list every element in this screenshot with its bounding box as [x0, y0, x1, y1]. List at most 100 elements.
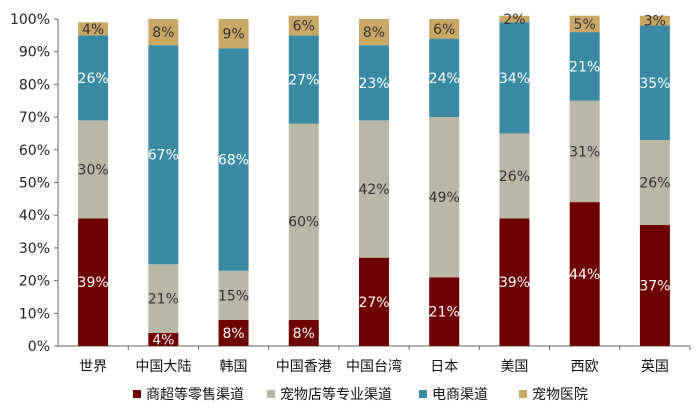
bar-segment — [148, 332, 179, 346]
bar-segment — [569, 32, 600, 101]
bar-segment — [78, 35, 109, 121]
bar-segment — [639, 225, 670, 346]
data-label: 26% — [78, 71, 109, 87]
legend-label: 商超等零售渠道 — [146, 386, 244, 403]
data-label: 4% — [152, 332, 174, 348]
x-tick-label: 西欧 — [571, 359, 599, 375]
data-label: 8% — [222, 326, 244, 342]
bar-segment — [148, 264, 179, 333]
y-tick-label: 60% — [19, 143, 50, 159]
bar-segment — [429, 277, 460, 346]
y-tick-label: 80% — [19, 77, 50, 93]
data-label: 21% — [569, 59, 600, 75]
data-label: 27% — [288, 72, 319, 88]
data-label: 21% — [429, 305, 460, 321]
legend-label: 电商渠道 — [432, 387, 488, 403]
bar-segment — [499, 218, 530, 346]
y-tick-label: 50% — [19, 176, 50, 192]
data-label: 44% — [569, 267, 600, 283]
bar-segment — [78, 218, 109, 346]
y-tick-label: 40% — [19, 208, 50, 224]
x-tick-label: 日本 — [430, 359, 458, 375]
data-label: 68% — [218, 153, 249, 169]
bar-segment — [148, 45, 179, 265]
data-label: 42% — [358, 182, 389, 198]
bar-segment — [359, 19, 389, 46]
x-tick-label: 中国香港 — [276, 359, 332, 375]
bar-segment — [569, 202, 600, 346]
data-label: 60% — [288, 215, 319, 231]
bar-segment — [288, 35, 319, 124]
bar-segment — [359, 45, 389, 121]
data-label: 15% — [218, 288, 249, 304]
y-tick-label: 70% — [19, 110, 50, 126]
x-tick-label: 中国大陆 — [135, 359, 191, 375]
data-label: 2% — [503, 12, 525, 28]
data-label: 49% — [429, 190, 460, 206]
legend-swatch — [133, 390, 141, 398]
legend-label: 宠物医院 — [532, 387, 588, 403]
bar-segment — [569, 15, 600, 33]
bar-segment — [288, 123, 319, 320]
bar-segment — [499, 133, 530, 219]
bar-segment — [639, 15, 670, 26]
data-label: 3% — [644, 14, 666, 30]
bar-segment — [218, 319, 249, 346]
bar-segment — [288, 15, 319, 36]
bar-segment — [499, 22, 530, 134]
data-label: 39% — [78, 275, 109, 291]
bar-segment — [218, 48, 249, 271]
data-label: 27% — [358, 295, 389, 311]
y-tick-label: 0% — [28, 339, 50, 355]
data-label: 34% — [499, 71, 530, 87]
data-label: 39% — [499, 275, 530, 291]
x-tick-label: 韩国 — [220, 359, 248, 375]
bar-segment — [78, 22, 109, 36]
x-tick-label: 英国 — [641, 358, 669, 375]
bar-segment — [429, 19, 460, 39]
x-tick-label: 世界 — [79, 359, 107, 375]
data-label: 37% — [639, 279, 670, 295]
y-tick-label: 30% — [19, 241, 50, 257]
data-label: 5% — [574, 17, 596, 33]
data-label: 30% — [78, 162, 109, 178]
data-label: 8% — [152, 25, 174, 41]
bar-segment — [639, 139, 670, 226]
bar-segment — [218, 270, 249, 320]
data-label: 67% — [148, 148, 179, 164]
bar-segment — [359, 257, 389, 346]
data-label: 6% — [293, 19, 315, 35]
data-label: 31% — [569, 144, 600, 160]
bar-segment — [429, 117, 460, 278]
bar-segment — [148, 19, 179, 46]
bar-segment — [359, 120, 389, 258]
y-tick-label: 90% — [19, 45, 50, 61]
bar-segment — [78, 120, 109, 219]
legend-swatch — [267, 390, 275, 398]
data-label: 4% — [82, 22, 104, 38]
legend-swatch — [519, 390, 527, 398]
bar-segment — [429, 38, 460, 118]
data-label: 9% — [222, 27, 244, 43]
y-tick-label: 100% — [10, 12, 50, 28]
bar-segment — [218, 19, 249, 49]
bar-segment — [639, 25, 670, 140]
y-tick-label: 10% — [19, 306, 50, 322]
bar-segment — [569, 100, 600, 203]
data-label: 21% — [148, 292, 179, 308]
data-label: 35% — [639, 76, 670, 92]
data-label: 26% — [639, 176, 670, 192]
data-label: 8% — [363, 25, 385, 41]
x-tick-label: 美国 — [500, 359, 528, 375]
legend-swatch — [419, 390, 427, 398]
data-label: 8% — [293, 326, 315, 342]
x-tick-label: 中国台湾 — [346, 358, 402, 375]
data-label: 26% — [499, 169, 530, 185]
data-label: 6% — [433, 22, 455, 38]
data-label: 24% — [429, 71, 460, 87]
data-label: 23% — [358, 76, 389, 92]
y-tick-label: 20% — [19, 274, 50, 290]
bar-segment — [288, 319, 319, 346]
legend-label: 宠物店等专业渠道 — [280, 386, 392, 403]
